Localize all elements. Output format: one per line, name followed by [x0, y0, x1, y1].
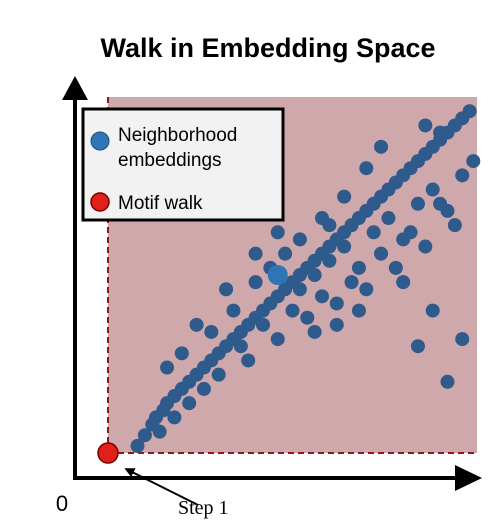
motif-walk-point	[97, 442, 119, 464]
data-point	[307, 324, 322, 339]
data-point	[359, 282, 374, 297]
data-point	[233, 339, 248, 354]
data-point	[344, 275, 359, 290]
data-point	[322, 218, 337, 233]
data-point	[440, 374, 455, 389]
legend-box	[81, 107, 285, 222]
data-point	[160, 360, 175, 375]
data-point	[137, 428, 152, 443]
data-point	[292, 282, 307, 297]
data-point	[211, 367, 226, 382]
legend-label-neighborhood-line2: embeddings	[118, 150, 222, 171]
scatter-points	[130, 104, 481, 453]
data-point	[462, 104, 477, 119]
legend-marker-motif-walk	[90, 192, 110, 212]
data-point	[189, 317, 204, 332]
legend-marker-neighborhood	[90, 131, 110, 151]
data-point	[374, 246, 389, 261]
data-point	[219, 282, 234, 297]
y-axis-arrowhead	[62, 76, 88, 100]
data-point	[322, 253, 337, 268]
data-point	[366, 225, 381, 240]
data-point	[329, 317, 344, 332]
data-point	[226, 303, 241, 318]
data-point	[248, 246, 263, 261]
data-point	[307, 268, 322, 282]
data-point	[182, 396, 197, 411]
data-point	[130, 438, 145, 453]
data-point	[433, 125, 448, 140]
data-point	[403, 225, 418, 240]
data-point	[278, 246, 293, 261]
data-point	[255, 317, 270, 332]
chart-title: Walk in Embedding Space	[100, 33, 435, 63]
data-point	[196, 381, 211, 396]
step-annotation-label: Step 1	[178, 497, 229, 519]
data-point	[455, 332, 470, 347]
data-point	[241, 353, 256, 368]
data-point	[337, 189, 352, 204]
step-annotation-arrow	[124, 468, 199, 506]
legend: Neighborhood embeddings Motif walk	[81, 107, 285, 222]
data-point	[248, 275, 263, 290]
data-point	[455, 168, 470, 183]
highlighted-data-point	[267, 265, 288, 285]
data-point	[174, 346, 189, 361]
data-point	[396, 275, 411, 290]
legend-label-motif-walk: Motif walk	[118, 193, 203, 214]
data-point	[292, 232, 307, 247]
data-point	[374, 139, 389, 154]
data-point	[270, 225, 285, 240]
data-point	[329, 296, 344, 311]
data-point	[388, 260, 403, 275]
data-point	[425, 182, 440, 197]
data-point	[351, 303, 366, 318]
x-axis-arrowhead	[455, 465, 482, 491]
data-point	[315, 289, 330, 304]
data-point	[447, 218, 462, 233]
data-point	[433, 196, 448, 211]
data-point	[381, 211, 396, 226]
data-point	[351, 260, 366, 275]
data-point	[466, 154, 481, 169]
origin-label: 0	[56, 491, 68, 516]
data-point	[270, 332, 285, 347]
data-point	[410, 196, 425, 211]
data-point	[425, 303, 440, 318]
data-point	[410, 339, 425, 354]
data-point	[300, 310, 315, 325]
data-point	[152, 424, 167, 439]
data-point	[359, 161, 374, 176]
legend-label-neighborhood-line1: Neighborhood	[118, 125, 237, 146]
data-point	[204, 324, 219, 339]
data-point	[167, 410, 182, 425]
data-point	[337, 239, 352, 254]
data-point	[418, 239, 433, 254]
data-point	[285, 303, 300, 318]
data-point	[418, 118, 433, 133]
